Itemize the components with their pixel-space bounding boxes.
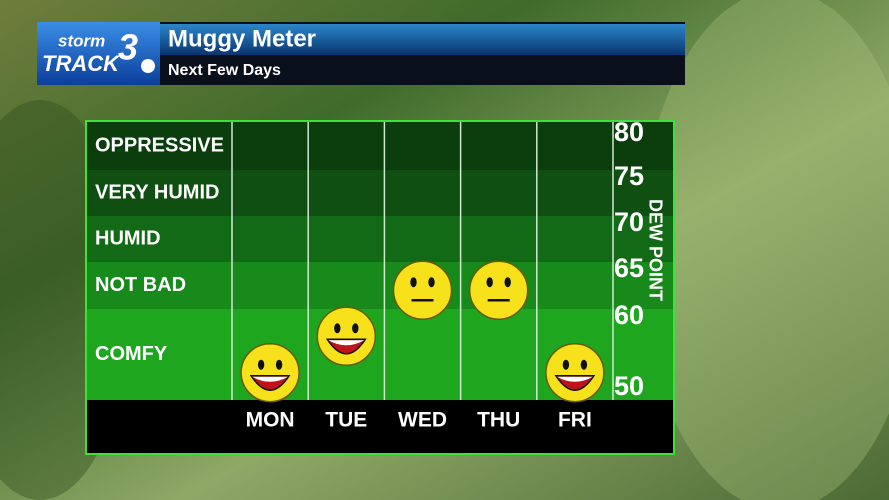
face-disc (240, 342, 300, 403)
y-tick-label: 75 (614, 161, 644, 191)
face (545, 342, 605, 403)
band-label: COMFY (95, 343, 168, 365)
band (87, 122, 673, 170)
face-eye (352, 323, 359, 334)
logo-text: TRACK (42, 51, 121, 76)
face-eye (504, 277, 511, 288)
face-eye (257, 359, 265, 370)
face-eye (410, 277, 417, 288)
face-disc (545, 342, 605, 403)
face-disc (316, 306, 377, 367)
band-label: VERY HUMID (95, 181, 219, 203)
logo (37, 22, 160, 85)
face-disc (468, 260, 529, 320)
y-tick-label: 50 (614, 371, 644, 401)
chart: OPPRESSIVE VERY HUMID HUMID NOT BAD COMFY 80 7… (85, 117, 675, 455)
face-eye (580, 359, 588, 370)
face-eye (486, 277, 493, 288)
y-tick-label: 60 (614, 300, 644, 330)
face (468, 260, 529, 320)
y-tick-label: 80 (614, 117, 644, 147)
face (392, 260, 453, 320)
title: Muggy Meter (168, 25, 316, 52)
x-tick-label: FRI (558, 409, 592, 432)
band-label: HUMID (95, 227, 161, 249)
logo-eye (141, 59, 155, 73)
face-eye (562, 359, 570, 370)
face (316, 306, 377, 367)
face-eye (428, 277, 435, 288)
title-bar (160, 24, 685, 55)
band (87, 262, 673, 309)
face-eye (275, 359, 283, 370)
x-tick-label: THU (477, 409, 520, 432)
band (87, 216, 673, 262)
face-eye (334, 323, 341, 334)
x-tick-label: WED (398, 409, 447, 432)
face-disc (392, 260, 453, 320)
logo-number: 3 (118, 27, 138, 68)
band-label: OPPRESSIVE (95, 134, 224, 156)
band-label: NOT BAD (95, 274, 186, 296)
subtitle: Next Few Days (168, 62, 281, 79)
x-tick-label: TUE (325, 409, 367, 432)
face-teeth (328, 340, 365, 346)
face-teeth (252, 376, 289, 382)
y-tick-label: 70 (614, 207, 644, 237)
face (240, 342, 300, 403)
y-axis-label: DEW POINT (645, 199, 665, 301)
foliage (640, 0, 889, 500)
band (87, 170, 673, 216)
face-teeth (556, 376, 593, 382)
x-tick-label: MON (246, 409, 295, 432)
logo-text: storm (58, 31, 105, 50)
y-tick-label: 65 (614, 253, 644, 283)
